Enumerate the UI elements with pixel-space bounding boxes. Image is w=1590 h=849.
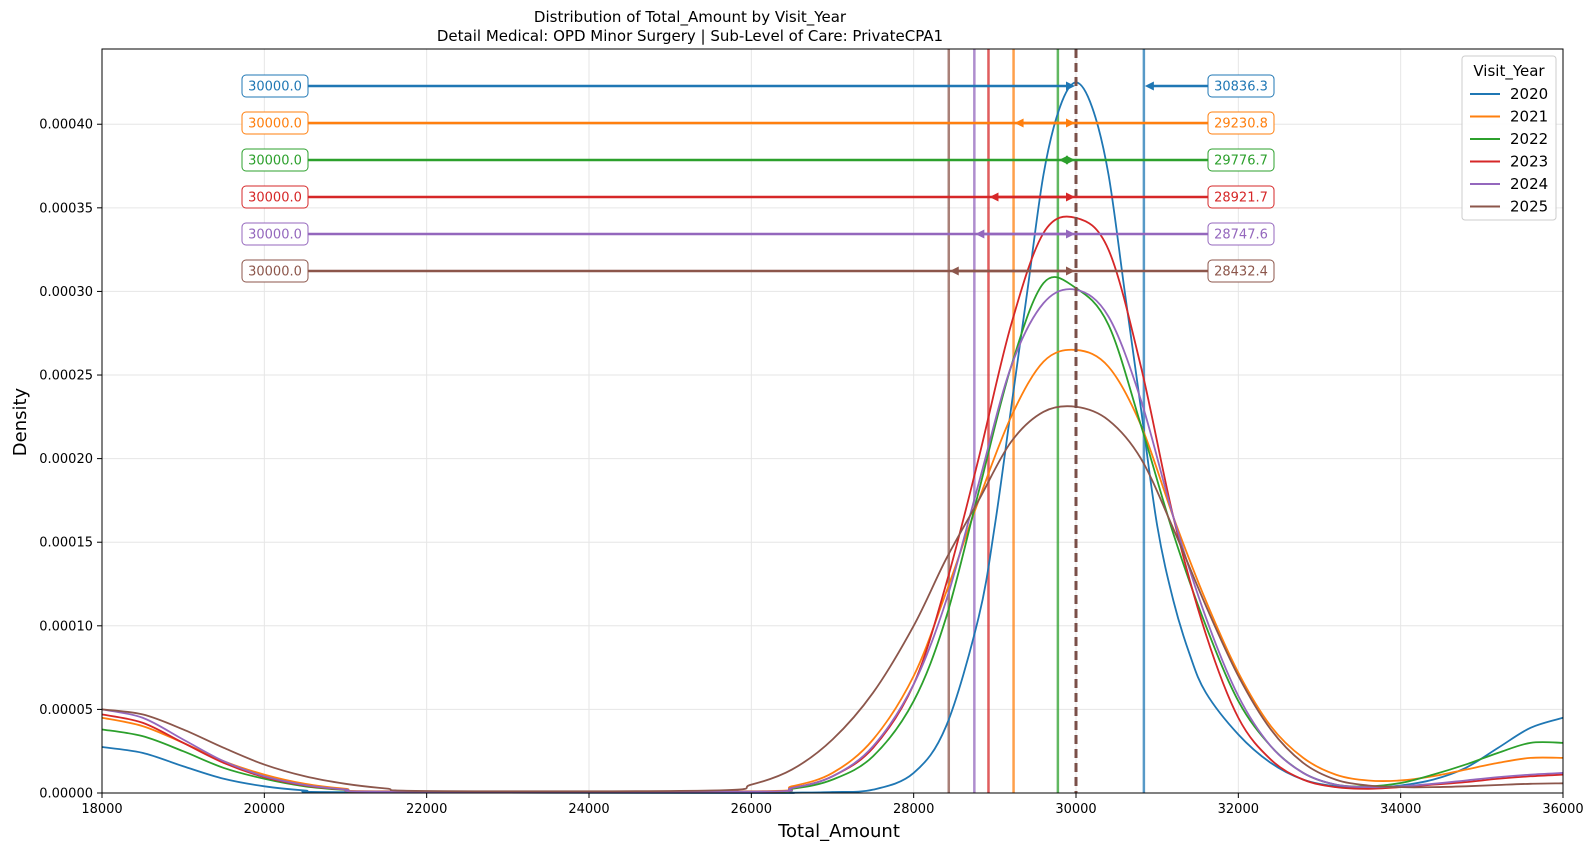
x-tick-label: 32000 bbox=[1218, 802, 1259, 817]
density-curve-2025 bbox=[101, 405, 1564, 793]
mean-arrowhead-2022 bbox=[1058, 155, 1068, 165]
y-tick-label: 0.00020 bbox=[39, 452, 93, 467]
mean-label-2024: 28747.6 bbox=[1214, 228, 1268, 243]
plot-frame bbox=[101, 48, 1564, 794]
x-tick-label: 18000 bbox=[81, 802, 122, 817]
chart-title: Distribution of Total_Amount by Visit_Ye… bbox=[534, 8, 847, 27]
density-curve-2021 bbox=[101, 348, 1564, 793]
density-curve-2024 bbox=[101, 288, 1564, 793]
mean-label-2020: 30836.3 bbox=[1214, 80, 1268, 95]
y-tick-label: 0.00030 bbox=[39, 285, 93, 300]
mean-arrowhead-2020 bbox=[1144, 81, 1154, 91]
legend-label-2025: 2025 bbox=[1510, 198, 1548, 216]
density-curve-2022 bbox=[101, 276, 1564, 794]
mean-arrowhead-2025 bbox=[949, 266, 959, 276]
mean-arrowhead-2023 bbox=[989, 192, 999, 202]
x-tick-label: 22000 bbox=[406, 802, 447, 817]
legend-label-2024: 2024 bbox=[1510, 175, 1548, 193]
legend-items: 2020 2021 2022 2023 2024 2025 bbox=[1470, 85, 1548, 216]
mean-arrowhead-2021 bbox=[1014, 118, 1024, 128]
y-tick-label: 0.00015 bbox=[39, 536, 93, 551]
median-label-2023: 30000.0 bbox=[248, 191, 302, 206]
legend-title: Visit_Year bbox=[1473, 62, 1545, 81]
mean-label-2021: 29230.8 bbox=[1214, 117, 1268, 132]
density-curves bbox=[101, 81, 1564, 794]
legend-label-2022: 2022 bbox=[1510, 130, 1548, 148]
y-tick-label: 0.00010 bbox=[39, 619, 93, 634]
x-axis-label: Total_Amount bbox=[777, 821, 900, 842]
y-tick-label: 0.00005 bbox=[39, 703, 93, 718]
x-tick-label: 36000 bbox=[1542, 802, 1583, 817]
density-curve-2023 bbox=[101, 215, 1564, 793]
mean-label-2022: 29776.7 bbox=[1214, 154, 1268, 169]
mean-arrowhead-2024 bbox=[975, 229, 985, 239]
x-tick-label: 26000 bbox=[731, 802, 772, 817]
median-label-2022: 30000.0 bbox=[248, 154, 302, 169]
x-tick-label: 24000 bbox=[568, 802, 609, 817]
y-tick-label: 0.00000 bbox=[39, 787, 93, 802]
legend-label-2020: 2020 bbox=[1510, 85, 1548, 103]
annotations: 30000.0 30836.3 30000.0 29230.8 30000.0 29776… bbox=[241, 74, 1275, 283]
legend: Visit_Year 2020 2021 2022 2023 2024 2025 bbox=[1461, 55, 1557, 221]
median-arrowhead-2020 bbox=[1066, 81, 1075, 91]
legend-label-2023: 2023 bbox=[1510, 153, 1548, 171]
y-tick-label: 0.00035 bbox=[39, 201, 93, 216]
y-tick-label: 0.00040 bbox=[39, 118, 93, 133]
x-tick-label: 20000 bbox=[244, 802, 285, 817]
median-label-2021: 30000.0 bbox=[248, 117, 302, 132]
x-ticks: 18000 20000 22000 24000 26000 28000 30000 32000… bbox=[81, 793, 1584, 817]
mean-lines bbox=[947, 49, 1146, 793]
y-ticks: 0.00000 0.00005 0.00010 0.00015 0.00020 0.000… bbox=[39, 118, 102, 802]
legend-label-2021: 2021 bbox=[1510, 108, 1548, 126]
median-label-2020: 30000.0 bbox=[248, 80, 302, 95]
y-axis-label: Density bbox=[10, 387, 31, 456]
median-label-2025: 30000.0 bbox=[248, 265, 302, 280]
x-tick-label: 30000 bbox=[1055, 802, 1096, 817]
chart-subtitle: Detail Medical: OPD Minor Surgery | Sub-… bbox=[437, 27, 943, 45]
median-label-2024: 30000.0 bbox=[248, 228, 302, 243]
mean-label-2023: 28921.7 bbox=[1214, 191, 1268, 206]
mean-label-2025: 28432.4 bbox=[1214, 265, 1268, 280]
y-tick-label: 0.00025 bbox=[39, 369, 93, 384]
x-tick-label: 34000 bbox=[1380, 802, 1421, 817]
density-curve-2020 bbox=[101, 81, 1564, 794]
legend-box bbox=[1461, 55, 1557, 221]
x-tick-label: 28000 bbox=[893, 802, 934, 817]
